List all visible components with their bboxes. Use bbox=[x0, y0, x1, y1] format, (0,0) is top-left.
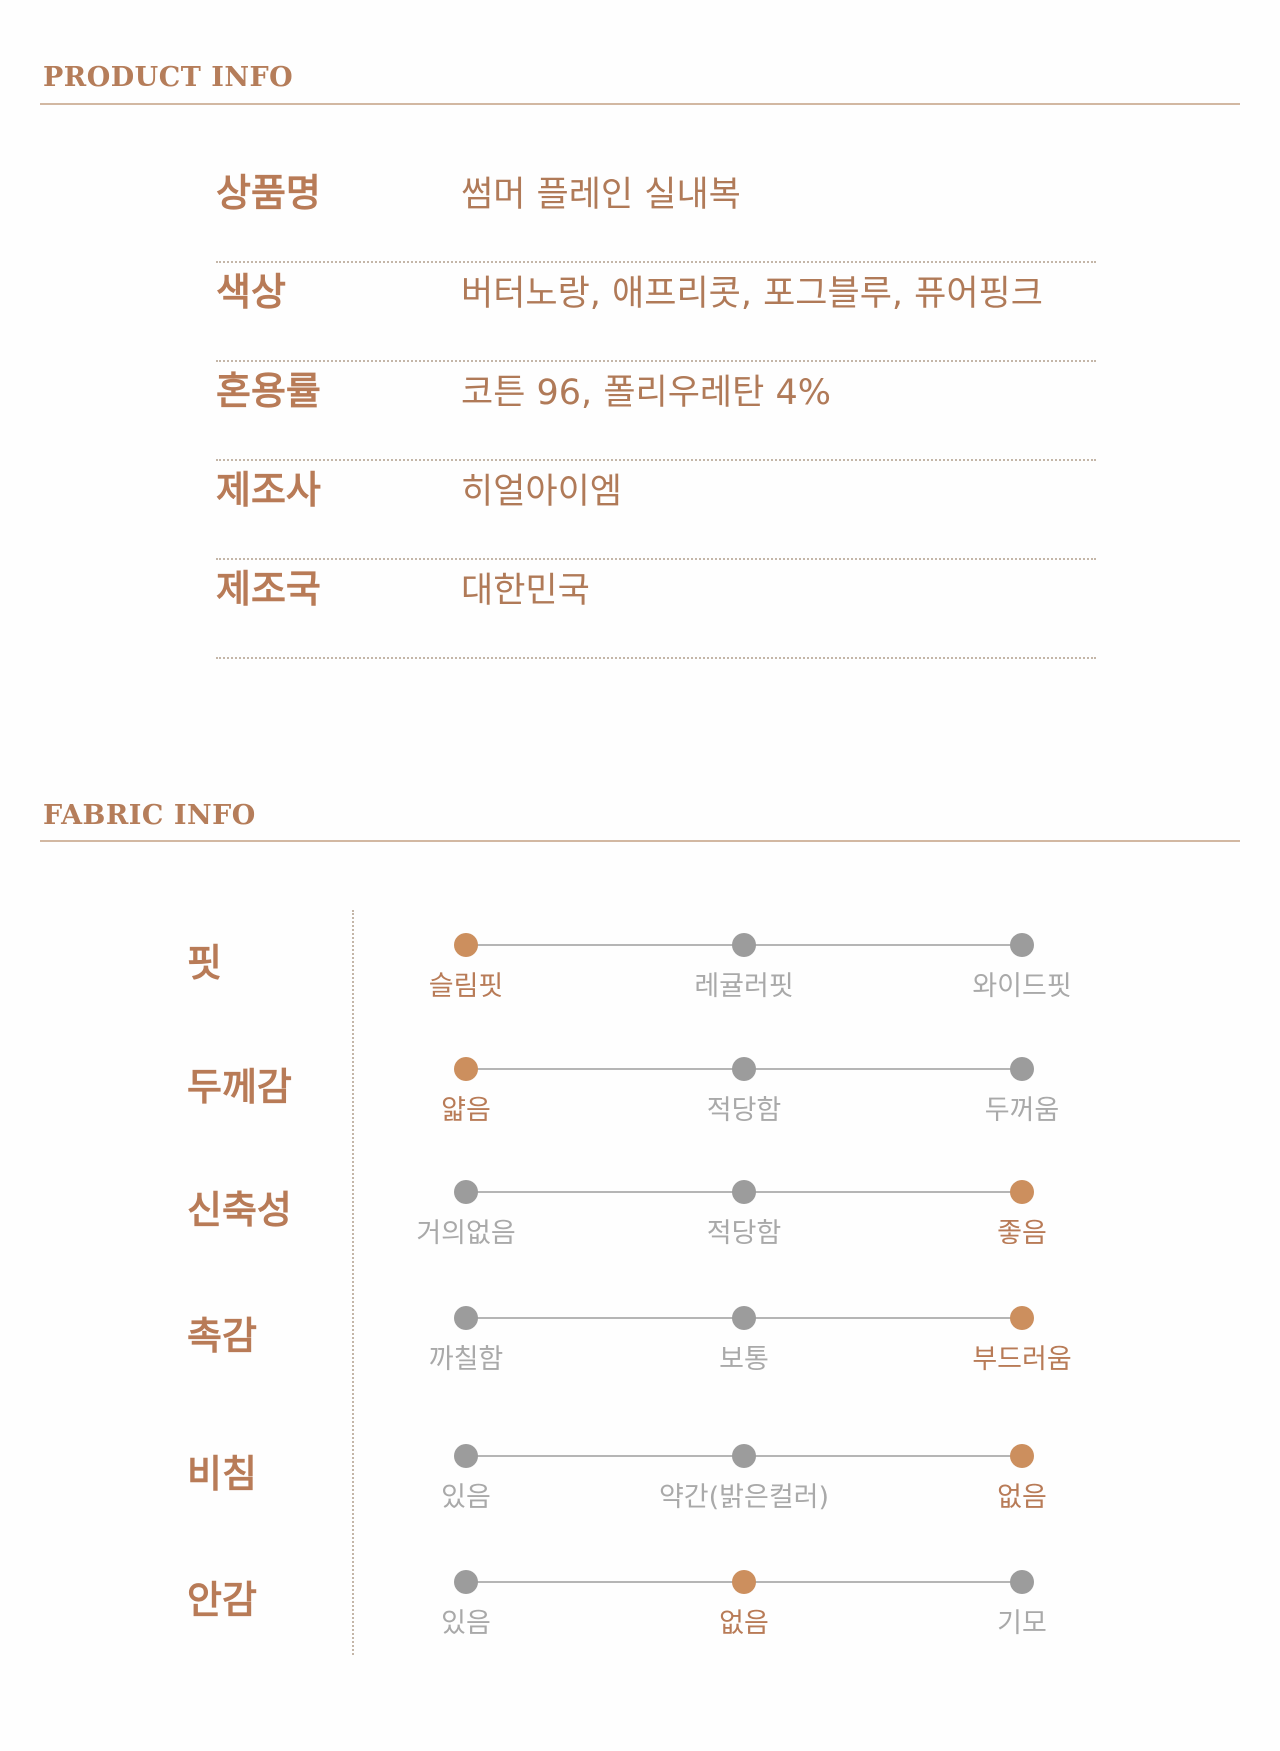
scale-option-label: 없음 bbox=[997, 1482, 1047, 1513]
scale-dot bbox=[1010, 933, 1034, 957]
scale-option-label: 있음 bbox=[441, 1608, 491, 1639]
info-row-manufacturer: 제조사 히얼아이엠 bbox=[216, 459, 1096, 560]
scale-dot bbox=[1010, 1444, 1034, 1468]
info-value: 버터노랑, 애프리콧, 포그블루, 퓨어핑크 bbox=[461, 274, 1043, 314]
info-row-color: 색상 버터노랑, 애프리콧, 포그블루, 퓨어핑크 bbox=[216, 261, 1096, 362]
scale-dot bbox=[732, 1057, 756, 1081]
info-row-country: 제조국 대한민국 bbox=[216, 558, 1096, 659]
scale-option-label: 적당함 bbox=[706, 1095, 782, 1126]
fabric-label: 핏 bbox=[187, 941, 222, 985]
scale-dot bbox=[732, 933, 756, 957]
fabric-label: 두께감 bbox=[187, 1065, 292, 1109]
fabric-info-vertical-divider bbox=[352, 910, 354, 1655]
scale-option-label: 슬림핏 bbox=[428, 971, 504, 1002]
info-label: 제조국 bbox=[216, 567, 321, 611]
fabric-label: 비침 bbox=[187, 1452, 257, 1496]
scale-dot bbox=[732, 1444, 756, 1468]
product-info-title: PRODUCT INFO bbox=[43, 62, 294, 93]
scale-dot bbox=[454, 1180, 478, 1204]
info-value: 코튼 96, 폴리우레탄 4% bbox=[461, 373, 831, 413]
fabric-row-sheerness: 비침 있음 약간(밝은컬러) 없음 bbox=[0, 1444, 1280, 1565]
fabric-label: 촉감 bbox=[187, 1314, 257, 1358]
scale-dot bbox=[732, 1570, 756, 1594]
scale-option-label: 보통 bbox=[719, 1344, 769, 1375]
scale-option-label: 있음 bbox=[441, 1482, 491, 1513]
info-label: 제조사 bbox=[216, 468, 321, 512]
scale-option-label: 좋음 bbox=[997, 1218, 1047, 1249]
fabric-label: 신축성 bbox=[187, 1188, 292, 1232]
scale-option-label: 얇음 bbox=[441, 1095, 491, 1126]
scale-dot bbox=[732, 1306, 756, 1330]
scale-dot bbox=[454, 933, 478, 957]
scale-option-label: 기모 bbox=[997, 1608, 1047, 1639]
scale-option-label: 적당함 bbox=[706, 1218, 782, 1249]
fabric-row-touch: 촉감 까칠함 보통 부드러움 bbox=[0, 1306, 1280, 1427]
scale-dot bbox=[454, 1570, 478, 1594]
info-row-product-name: 상품명 썸머 플레인 실내복 bbox=[216, 162, 1096, 263]
scale-option-label: 없음 bbox=[719, 1608, 769, 1639]
scale-dot bbox=[1010, 1570, 1034, 1594]
info-label: 색상 bbox=[216, 270, 286, 314]
info-value: 대한민국 bbox=[461, 571, 590, 611]
fabric-row-thickness: 두께감 얇음 적당함 두꺼움 bbox=[0, 1057, 1280, 1178]
scale-option-label: 까칠함 bbox=[428, 1344, 504, 1375]
scale-dot bbox=[1010, 1306, 1034, 1330]
scale-dot bbox=[732, 1180, 756, 1204]
scale-dot bbox=[454, 1306, 478, 1330]
info-value: 히얼아이엠 bbox=[461, 472, 623, 512]
scale-option-label: 두꺼움 bbox=[984, 1095, 1060, 1126]
scale-dot bbox=[454, 1057, 478, 1081]
scale-option-label: 거의없음 bbox=[416, 1218, 516, 1249]
scale-option-label: 와이드핏 bbox=[972, 971, 1072, 1002]
scale-option-label: 부드러움 bbox=[972, 1344, 1072, 1375]
fabric-info-title: FABRIC INFO bbox=[43, 800, 256, 831]
info-label: 상품명 bbox=[216, 171, 321, 215]
scale-dot bbox=[454, 1444, 478, 1468]
fabric-info-divider bbox=[40, 840, 1240, 842]
scale-option-label: 약간(밝은컬러) bbox=[658, 1482, 830, 1513]
fabric-row-lining: 안감 있음 없음 기모 bbox=[0, 1570, 1280, 1691]
fabric-label: 안감 bbox=[187, 1578, 257, 1622]
info-value: 썸머 플레인 실내복 bbox=[461, 175, 741, 215]
fabric-row-stretch: 신축성 거의없음 적당함 좋음 bbox=[0, 1180, 1280, 1301]
product-info-divider bbox=[40, 103, 1240, 105]
fabric-row-fit: 핏 슬림핏 레귤러핏 와이드핏 bbox=[0, 933, 1280, 1054]
scale-option-label: 레귤러핏 bbox=[694, 971, 794, 1002]
scale-dot bbox=[1010, 1057, 1034, 1081]
scale-dot bbox=[1010, 1180, 1034, 1204]
info-label: 혼용률 bbox=[216, 369, 321, 413]
info-row-material: 혼용률 코튼 96, 폴리우레탄 4% bbox=[216, 360, 1096, 461]
